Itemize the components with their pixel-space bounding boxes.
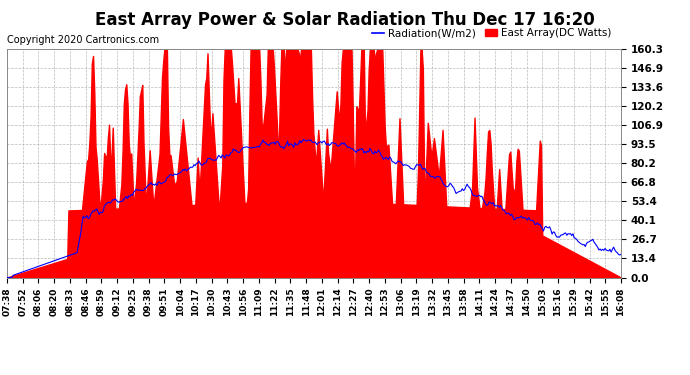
- Text: East Array Power & Solar Radiation Thu Dec 17 16:20: East Array Power & Solar Radiation Thu D…: [95, 11, 595, 29]
- Legend: Radiation(W/m2), East Array(DC Watts): Radiation(W/m2), East Array(DC Watts): [368, 24, 615, 42]
- Text: Copyright 2020 Cartronics.com: Copyright 2020 Cartronics.com: [7, 35, 159, 45]
